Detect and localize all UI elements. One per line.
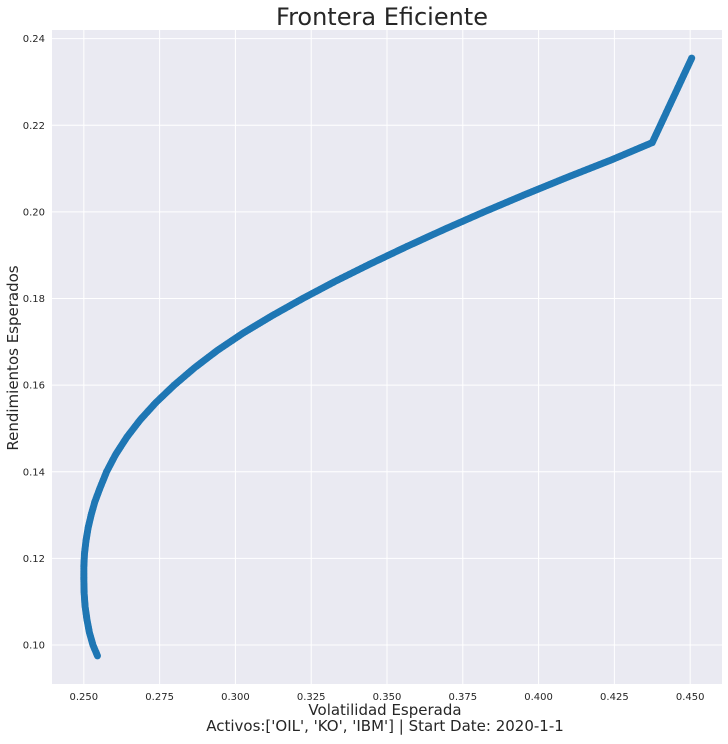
y-gridlines [52,38,722,646]
scatter-series [80,54,696,660]
y-tick-label: 0.22 [23,121,45,132]
x-tick-label: 0.275 [145,692,174,703]
y-tick-label: 0.18 [23,294,45,305]
x-tick-label: 0.350 [373,692,402,703]
x-tick-label: 0.425 [600,692,629,703]
y-axis-label: Rendimientos Esperados [4,265,22,450]
y-tick-label: 0.12 [23,554,45,565]
data-point [688,54,696,62]
x-tick-label: 0.250 [70,692,99,703]
y-tick-labels: 0.10 0.12 0.14 0.16 0.18 0.20 0.22 0.24 [23,34,45,651]
x-tick-label: 0.300 [221,692,250,703]
x-axis-subtitle: Activos:['OIL', 'KO', 'IBM'] | Start Dat… [206,717,564,735]
x-axis-label: Volatilidad Esperada [308,701,461,719]
x-tick-label: 0.325 [297,692,326,703]
chart-title: Frontera Eficiente [276,3,488,31]
x-tick-labels: 0.250 0.275 0.300 0.325 0.350 0.375 0.400 0.425… [70,692,705,703]
y-tick-label: 0.20 [23,207,45,218]
y-tick-label: 0.14 [23,467,45,478]
y-tick-label: 0.24 [23,34,45,45]
y-tick-label: 0.16 [23,381,45,392]
x-tick-label: 0.375 [448,692,477,703]
x-tick-label: 0.450 [676,692,705,703]
x-tick-label: 0.400 [524,692,553,703]
y-tick-label: 0.10 [23,641,45,652]
x-gridlines [83,30,691,684]
